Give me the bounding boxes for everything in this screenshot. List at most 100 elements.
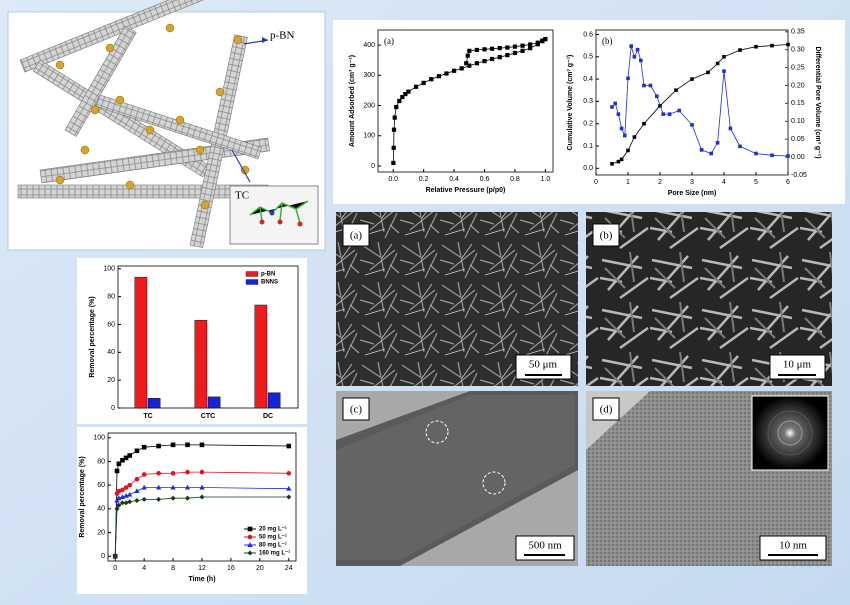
marker [155, 484, 162, 490]
marker [403, 91, 408, 97]
marker [699, 148, 704, 152]
marker [626, 76, 630, 81]
chart-panel [77, 427, 307, 594]
y-axis-label: Removal percentage (%) [89, 296, 96, 377]
y-tick-label: 300 [363, 72, 375, 79]
marker [170, 495, 176, 501]
marker [114, 506, 120, 512]
marker [722, 69, 726, 73]
marker [632, 135, 637, 139]
panel-label: (b) [602, 36, 613, 46]
legend-swatch [245, 271, 259, 277]
marker [655, 94, 659, 99]
series-line [611, 44, 789, 165]
marker [464, 61, 469, 66]
marker [535, 40, 540, 45]
marker [247, 526, 253, 532]
y2-tick-label: -0.05 [791, 172, 807, 179]
marker [391, 160, 396, 166]
x-axis-label: Pore Size (nm) [668, 190, 717, 197]
marker [512, 50, 518, 56]
x-tick-label: TC [143, 413, 152, 420]
marker [134, 488, 140, 494]
schematic-label: TC [235, 190, 249, 202]
scale-bar-label: 10 nm [779, 540, 807, 552]
y2-axis-label: Differential Pore Volume (cm³ g⁻¹) [814, 46, 821, 158]
y-tick-label: 0.3 [583, 98, 593, 105]
marker [616, 159, 621, 164]
marker [134, 498, 140, 504]
marker [141, 472, 147, 477]
marker [528, 42, 533, 47]
marker [391, 145, 396, 150]
x-tick-label: 0 [594, 179, 598, 186]
micrograph: (b) 10 μm [586, 212, 832, 386]
marker [394, 104, 399, 110]
legend-label: p-BN [261, 272, 275, 278]
marker [690, 77, 694, 81]
marker [642, 121, 646, 126]
marker [400, 94, 405, 100]
scale-bar-label: 10 μm [783, 359, 812, 371]
marker [520, 48, 525, 53]
y-tick-label: 20 [97, 529, 105, 536]
y-tick-label: 0.1 [583, 143, 593, 150]
marker [512, 44, 518, 49]
marker [184, 484, 191, 490]
marker [247, 542, 253, 547]
bar [194, 320, 208, 409]
y2-tick-label: 0.00 [791, 154, 805, 161]
marker [474, 47, 480, 53]
marker [199, 494, 205, 500]
bar [267, 392, 281, 409]
bar [207, 396, 221, 409]
marker [722, 54, 726, 59]
y-tick-label: 0.2 [583, 121, 593, 128]
marker [199, 484, 205, 490]
marker [505, 45, 510, 50]
y-tick-label: 0.6 [583, 31, 593, 38]
y-tick-label: 60 [97, 482, 105, 489]
x-tick-label: 0.0 [388, 176, 398, 183]
marker [674, 88, 678, 93]
marker [170, 442, 176, 448]
micrograph: (a) 50 μm [336, 212, 578, 386]
marker [610, 105, 614, 109]
panel-label: (c) [350, 404, 363, 416]
y-tick-label: 100 [93, 435, 105, 442]
marker [397, 98, 402, 104]
marker [141, 444, 147, 450]
x-tick-label: 5 [754, 179, 758, 186]
schematic: p-BN TC [7, 0, 326, 251]
marker [116, 461, 122, 467]
marker [134, 476, 140, 482]
y-tick-label: 0.5 [583, 54, 593, 61]
marker [738, 144, 742, 149]
marker [770, 43, 774, 48]
legend-swatch [245, 279, 259, 285]
panel-label: (a) [384, 36, 394, 46]
marker [421, 80, 426, 85]
scale-bar-label: 500 nm [528, 540, 562, 552]
series-line [393, 38, 546, 163]
marker [116, 502, 122, 508]
marker [123, 500, 129, 506]
y-axis-label: Removal percentage (%) [79, 456, 86, 537]
y-tick-label: 0 [371, 163, 375, 170]
x-tick-label: 3 [690, 179, 694, 186]
marker [690, 123, 694, 127]
marker [392, 115, 397, 120]
legend-label: 20 mg L⁻¹ [259, 526, 287, 533]
marker [170, 484, 176, 490]
marker [616, 112, 621, 116]
y-tick-label: 40 [97, 506, 105, 513]
marker [127, 499, 133, 505]
marker [247, 550, 253, 556]
marker [497, 55, 502, 60]
marker [436, 74, 441, 79]
y-tick-label: 100 [363, 133, 375, 140]
marker [629, 44, 634, 48]
micrograph: (d) 10 nm [586, 391, 832, 566]
marker [156, 470, 161, 476]
